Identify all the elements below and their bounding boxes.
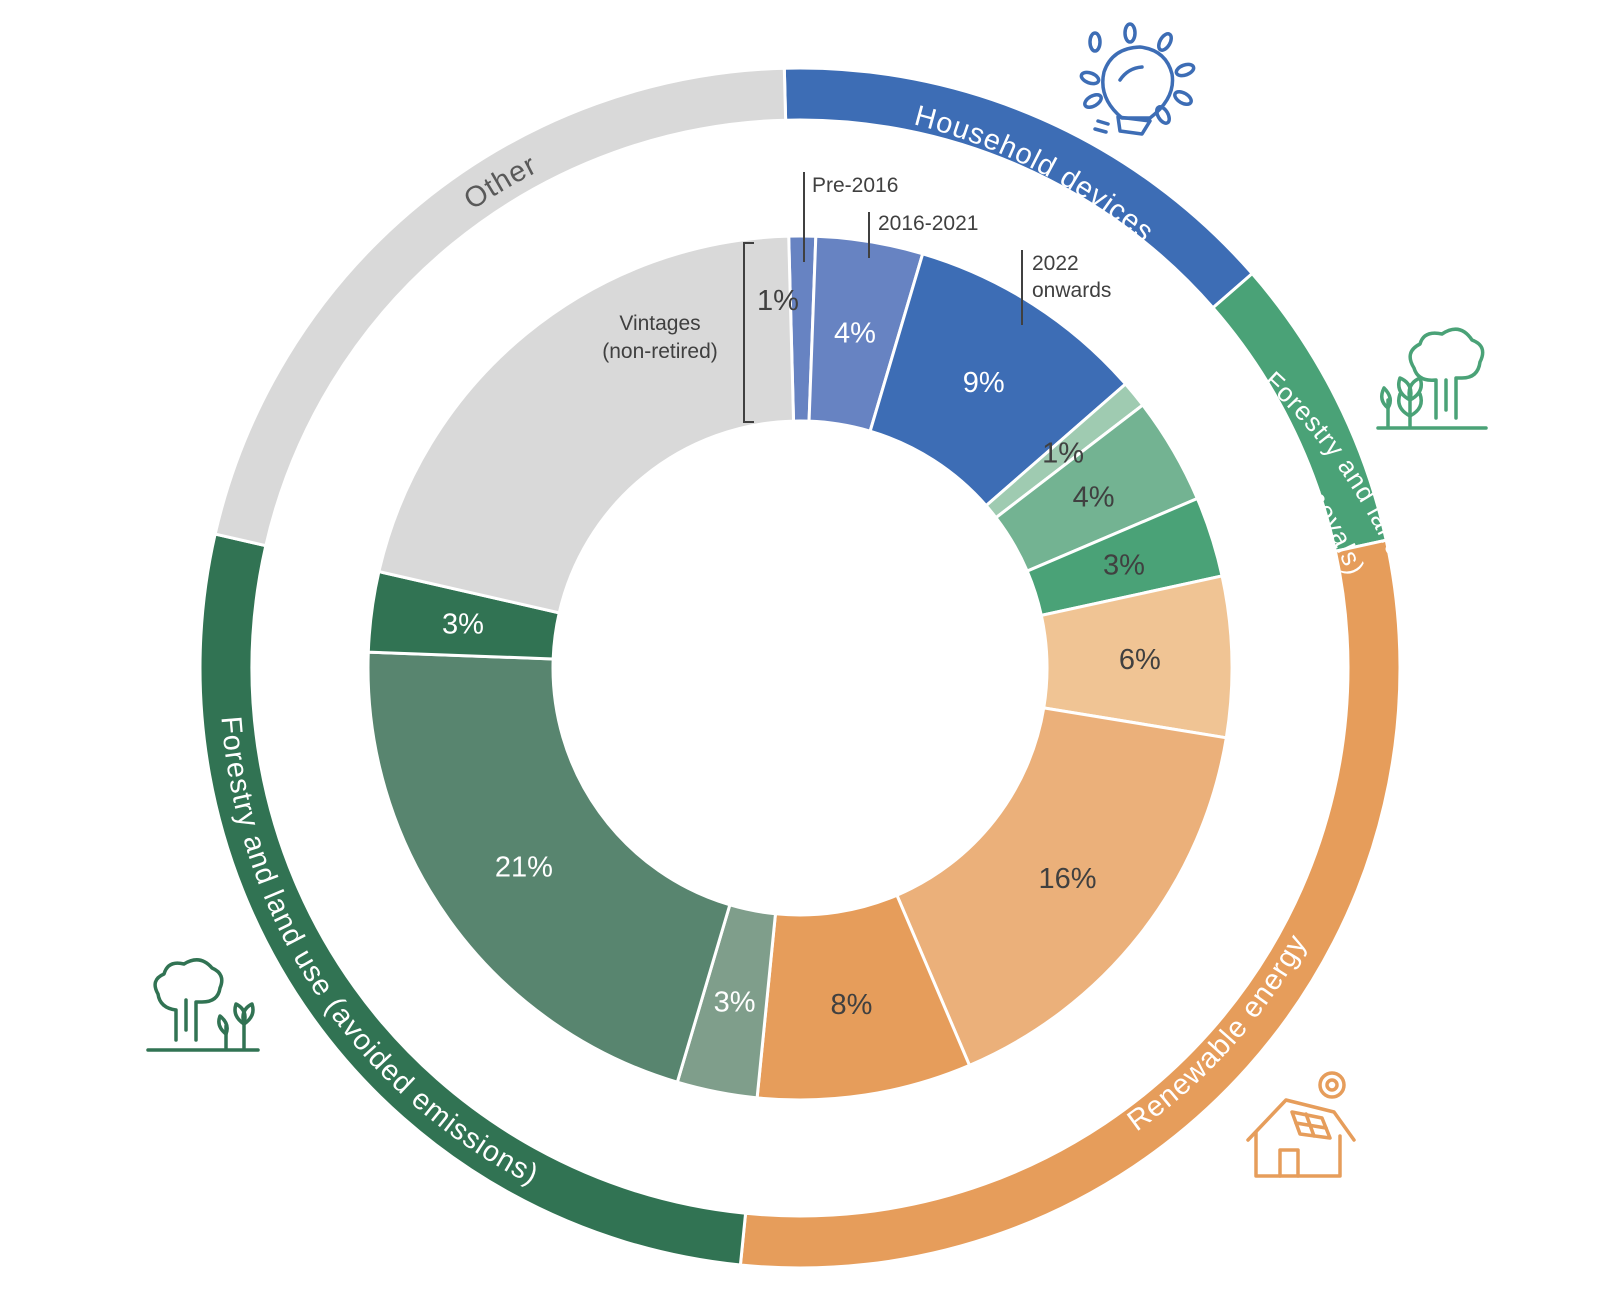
inner-segment-label-7: 16% <box>1039 863 1097 895</box>
inner-ring <box>366 234 1234 1102</box>
annotation-2016-2021-label: 2016-2021 <box>878 212 978 235</box>
lightbulb-icon <box>1079 22 1196 136</box>
inner-segment-label-10: 21% <box>495 851 553 883</box>
annotation-pre-2016: Pre-2016 <box>803 172 898 262</box>
inner-segment-label-9: 3% <box>714 987 756 1019</box>
inner-segment-label-3: 1% <box>1042 438 1084 470</box>
outer-label-renewable-energy: Renewable energy <box>1122 929 1314 1138</box>
inner-segment-label-6: 6% <box>1119 644 1161 676</box>
solar-house-icon <box>1246 1071 1356 1178</box>
trees-avoided-icon <box>146 958 260 1052</box>
inner-segment-label-2: 9% <box>963 367 1005 399</box>
inner-segment-forestry-and-land-use-avoided-emissions-10 <box>366 650 732 1085</box>
annotation-vintages-line2: (non-retired) <box>602 340 718 363</box>
outer-segment-other <box>213 66 788 548</box>
inner-segment-other-12 <box>377 234 796 615</box>
annotation-vintages: Vintages (non-retired) 1% <box>602 242 799 423</box>
annotation-2016-2021: 2016-2021 <box>868 212 978 258</box>
annotation-pre-2016-label: Pre-2016 <box>812 174 898 197</box>
trees-removals-icon <box>1376 327 1488 430</box>
annotation-vintages-pct: 1% <box>757 285 799 317</box>
inner-segment-label-1: 4% <box>834 317 876 349</box>
outer-ring <box>198 66 1402 1270</box>
inner-segment-label-4: 4% <box>1073 481 1115 513</box>
inner-ring-labels: 4% 9% 1% 4% 3% 6% 16% 8% 3% 21% 3% <box>442 317 1161 1021</box>
annotation-2022-label-line1: 2022 <box>1032 252 1079 275</box>
inner-segment-label-8: 8% <box>830 989 872 1021</box>
annotation-vintages-line1: Vintages <box>619 312 700 335</box>
annotation-2022-onwards: 2022 onwards <box>1021 250 1111 325</box>
inner-segment-label-11: 3% <box>442 609 484 641</box>
inner-segment-renewable-energy-7 <box>894 706 1229 1068</box>
inner-segment-label-5: 3% <box>1103 550 1145 582</box>
annotation-2022-label-line2: onwards <box>1032 279 1111 302</box>
